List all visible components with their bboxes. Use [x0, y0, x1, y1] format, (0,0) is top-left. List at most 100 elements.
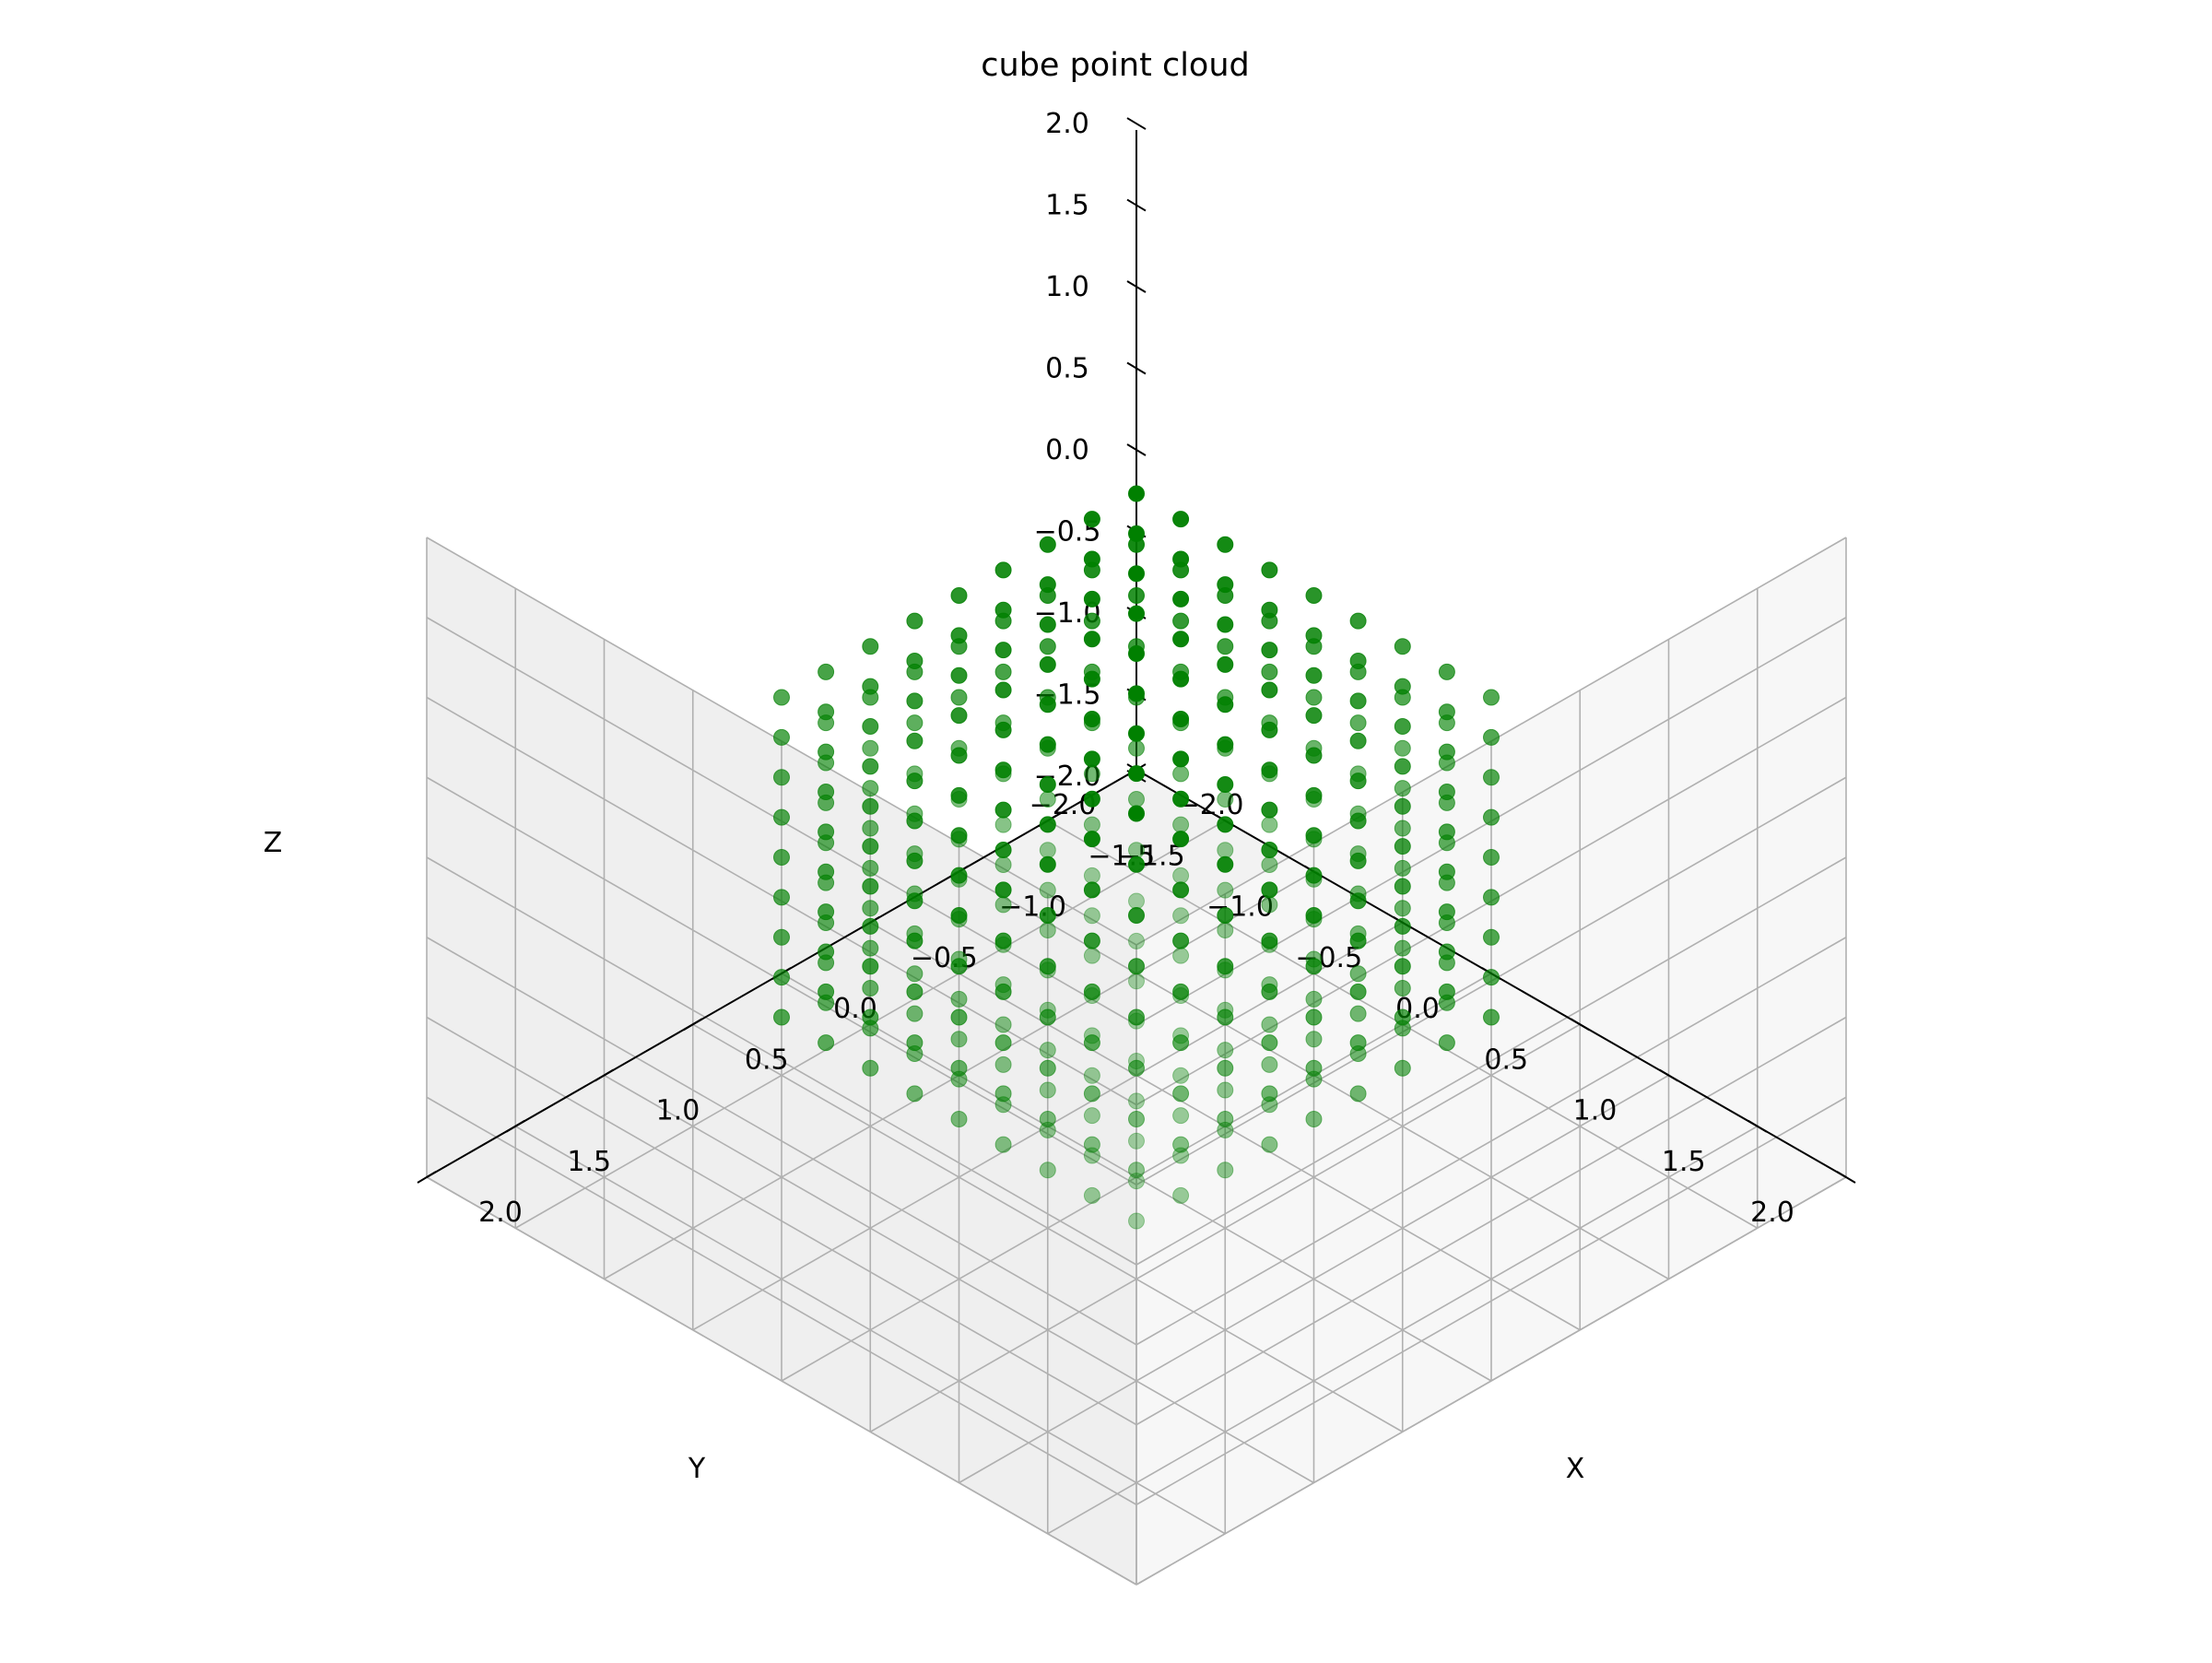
- data-point: [1305, 627, 1323, 644]
- data-point: [1261, 1085, 1278, 1103]
- data-point: [862, 820, 879, 837]
- data-point: [1172, 750, 1190, 768]
- data-point: [1483, 1008, 1500, 1026]
- data-point: [1172, 550, 1190, 568]
- data-point: [862, 739, 879, 757]
- data-point: [1261, 896, 1278, 914]
- data-point: [950, 627, 968, 644]
- data-point: [1217, 536, 1234, 553]
- data-point: [1172, 590, 1190, 607]
- data-point: [994, 896, 1012, 914]
- data-point: [906, 983, 924, 1000]
- data-point: [1394, 820, 1411, 837]
- data-point: [1039, 1059, 1056, 1077]
- data-point: [950, 689, 968, 706]
- data-point: [1394, 1008, 1411, 1026]
- data-point: [1128, 485, 1145, 502]
- data-point: [1217, 842, 1234, 859]
- data-point: [1349, 1005, 1367, 1022]
- data-point: [950, 1008, 968, 1026]
- data-point: [994, 881, 1012, 899]
- data-point: [1217, 1162, 1234, 1179]
- z-tick: [1126, 443, 1147, 456]
- data-point: [1394, 878, 1411, 895]
- data-point: [1305, 958, 1323, 975]
- data-point: [1261, 1016, 1278, 1033]
- data-point: [818, 784, 835, 800]
- data-point: [1128, 842, 1145, 859]
- data-point: [1261, 1056, 1278, 1073]
- data-point: [818, 983, 835, 1000]
- data-point: [1128, 685, 1145, 702]
- z-tick-label: 1.0: [1045, 271, 1089, 303]
- data-point: [950, 666, 968, 684]
- data-point: [1305, 786, 1323, 804]
- data-point: [862, 678, 879, 695]
- data-point: [818, 863, 835, 880]
- data-point: [1128, 958, 1145, 975]
- data-point: [1438, 784, 1455, 800]
- data-point: [950, 587, 968, 604]
- data-point: [1305, 1008, 1323, 1026]
- data-point: [906, 812, 924, 830]
- data-point: [1172, 816, 1190, 833]
- data-point: [1039, 776, 1056, 793]
- y-tick: [1747, 1119, 1768, 1133]
- data-point: [1349, 773, 1367, 790]
- data-point: [1128, 892, 1145, 910]
- data-point: [1305, 666, 1323, 684]
- data-point: [1261, 561, 1278, 579]
- data-point: [1217, 638, 1234, 655]
- z-tick-label: 1.5: [1045, 190, 1089, 222]
- data-point: [1261, 983, 1278, 1000]
- floor-grid-y: [1047, 1126, 1759, 1535]
- data-point: [1261, 663, 1278, 680]
- data-point: [1305, 867, 1323, 884]
- x-tick-label: 1.0: [656, 1095, 700, 1127]
- data-point: [862, 780, 879, 797]
- data-point: [906, 965, 924, 983]
- data-point: [1261, 842, 1278, 858]
- data-point: [1217, 736, 1234, 753]
- z-tick: [1126, 280, 1147, 293]
- data-point: [1172, 1186, 1190, 1204]
- x-tick-label: 1.5: [567, 1146, 611, 1178]
- data-point: [862, 797, 879, 815]
- data-point: [950, 958, 968, 975]
- floor-grid-x: [514, 1126, 1226, 1535]
- data-point: [1128, 525, 1145, 542]
- data-point: [1039, 922, 1056, 938]
- data-point: [1128, 907, 1145, 924]
- data-point: [1172, 1085, 1190, 1103]
- data-point: [950, 1059, 968, 1077]
- data-point: [1083, 1107, 1100, 1125]
- data-point: [994, 681, 1012, 699]
- data-point: [818, 703, 835, 721]
- data-point: [994, 1016, 1012, 1033]
- data-point: [1172, 947, 1190, 964]
- data-point: [1261, 816, 1278, 833]
- data-point: [1261, 601, 1278, 619]
- data-point: [1039, 881, 1056, 899]
- data-point: [862, 758, 879, 775]
- data-point: [1394, 638, 1411, 655]
- data-point: [1172, 907, 1190, 925]
- data-point: [1305, 689, 1323, 706]
- data-point: [862, 1008, 879, 1026]
- data-point: [950, 990, 968, 1008]
- data-point: [1394, 718, 1411, 735]
- data-point: [994, 663, 1012, 680]
- data-point: [1483, 689, 1500, 706]
- data-point: [950, 907, 968, 924]
- data-point: [818, 663, 835, 680]
- data-point: [1261, 681, 1278, 699]
- data-point: [994, 932, 1012, 949]
- data-point: [1349, 692, 1367, 710]
- data-points: [773, 485, 1500, 1230]
- data-point: [1438, 823, 1455, 841]
- data-point: [1438, 863, 1455, 880]
- data-point: [1349, 892, 1367, 910]
- data-point: [1305, 747, 1323, 764]
- data-point: [1172, 1067, 1190, 1084]
- data-point: [1394, 939, 1411, 957]
